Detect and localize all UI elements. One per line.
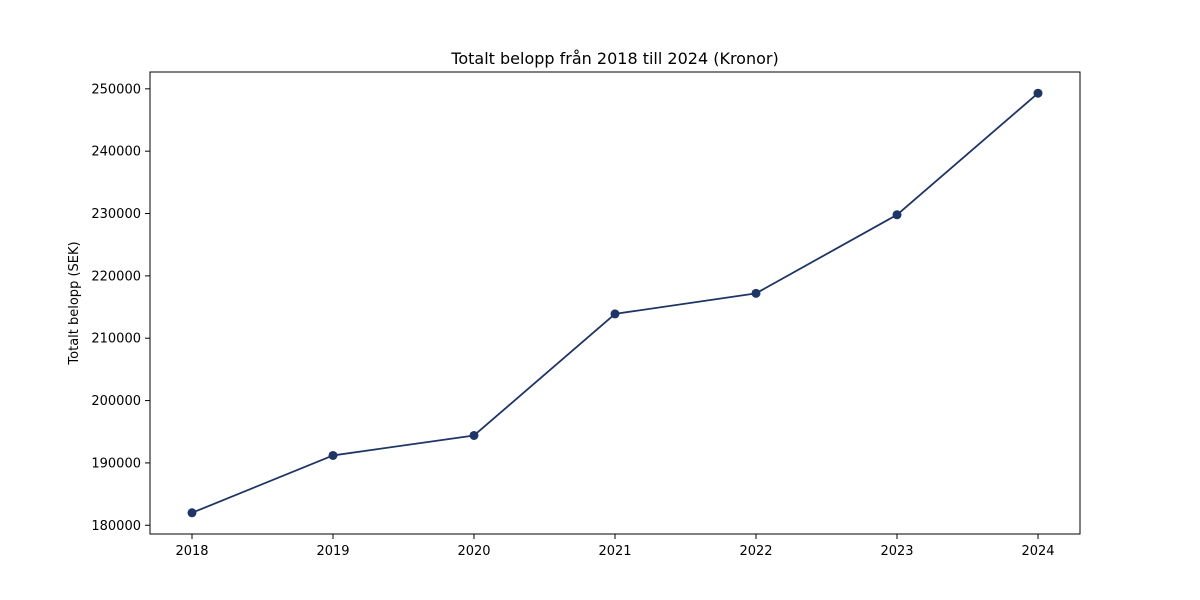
data-point [1033, 88, 1043, 98]
y-tick-label: 210000 [91, 332, 141, 347]
y-tick-label: 180000 [91, 519, 141, 534]
x-tick-label: 2020 [457, 544, 490, 559]
y-tick-label: 200000 [91, 394, 141, 409]
y-axis: 180000 190000 200000 210000 220000 230000 2400… [91, 82, 150, 534]
y-tick-label: 190000 [91, 456, 141, 471]
x-tick-label: 2024 [1021, 544, 1054, 559]
data-point [187, 508, 197, 518]
y-tick-label: 220000 [91, 269, 141, 284]
series-line [191, 92, 1039, 514]
y-axis-label: Totalt belopp (SEK) [67, 241, 82, 365]
plot-frame [149, 71, 1081, 535]
data-point [469, 430, 479, 440]
x-tick-label: 2021 [598, 544, 631, 559]
x-tick-label: 2022 [739, 544, 772, 559]
x-tick-label: 2019 [316, 544, 349, 559]
x-axis: 2018 2019 2020 2021 2022 2023 2024 [175, 534, 1055, 559]
data-point [892, 210, 902, 220]
y-tick-label: 230000 [91, 207, 141, 222]
data-point [328, 450, 338, 460]
y-tick-label: 240000 [91, 145, 141, 160]
data-point [751, 288, 761, 298]
data-point [610, 309, 620, 319]
x-tick-label: 2023 [880, 544, 913, 559]
y-tick-label: 250000 [91, 82, 141, 97]
chart-title: Totalt belopp från 2018 till 2024 (Krono… [450, 49, 778, 68]
x-tick-label: 2018 [175, 544, 208, 559]
plot-area [187, 88, 1043, 518]
